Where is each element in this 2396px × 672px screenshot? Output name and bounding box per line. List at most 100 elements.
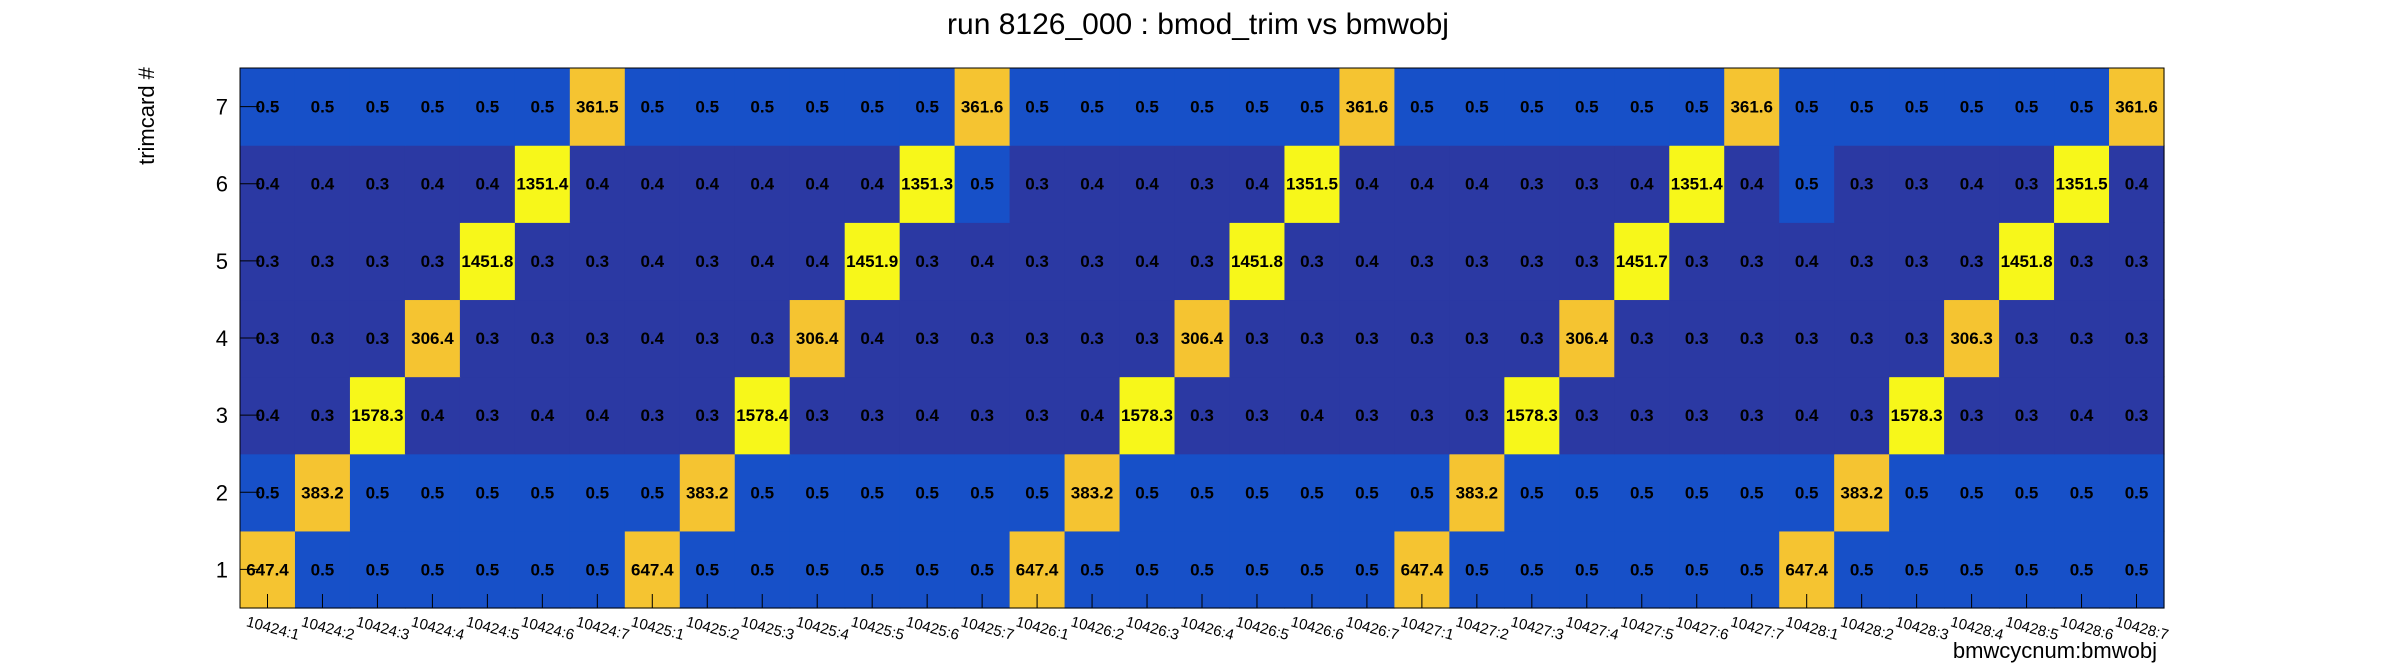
cell-value-label: 1351.3 <box>901 175 953 194</box>
cell-value-label: 0.3 <box>695 329 719 348</box>
cell-value-label: 0.5 <box>915 560 939 579</box>
cell-value-label: 0.5 <box>1575 560 1599 579</box>
cell-value-label: 0.3 <box>2125 406 2149 425</box>
cell-value-label: 0.3 <box>256 252 280 271</box>
heatmap-cell <box>1119 376 1176 455</box>
x-tick-label: 10425:3 <box>739 613 796 643</box>
heatmap-cell <box>1504 222 1560 301</box>
cell-value-label: 1451.8 <box>461 252 513 271</box>
cell-value-label: 0.5 <box>1960 98 1984 117</box>
cell-value-label: 0.3 <box>915 329 939 348</box>
cell-value-label: 0.3 <box>1520 329 1544 348</box>
x-tick-label: 10427:4 <box>1564 613 1621 643</box>
cell-value-label: 0.5 <box>1905 483 1929 502</box>
heatmap-cell <box>1559 68 1615 146</box>
cell-value-label: 0.4 <box>805 175 829 194</box>
heatmap-cell <box>349 68 406 146</box>
cell-value-label: 0.5 <box>1190 483 1214 502</box>
cell-value-label: 0.3 <box>695 252 719 271</box>
heatmap-cell <box>459 68 516 146</box>
heatmap-cell <box>734 376 791 455</box>
cell-value-label: 0.5 <box>1410 483 1434 502</box>
heatmap-cell <box>1559 299 1615 378</box>
heatmap-cell <box>514 299 571 378</box>
cell-value-label: 647.4 <box>1401 560 1444 579</box>
heatmap-cell <box>1999 145 2055 223</box>
cell-value-label: 0.3 <box>2015 175 2039 194</box>
cell-value-label: 0.3 <box>1575 406 1599 425</box>
heatmap-cell <box>1889 453 1945 532</box>
cell-value-label: 0.4 <box>1080 175 1104 194</box>
heatmap-cell <box>844 222 901 301</box>
heatmap-cell <box>624 222 681 301</box>
cell-value-label: 0.3 <box>421 252 445 271</box>
heatmap-cell <box>1284 453 1341 532</box>
cell-value-label: 383.2 <box>1840 483 1883 502</box>
x-tick-label: 10427:7 <box>1729 613 1786 643</box>
cell-value-label: 0.5 <box>366 98 390 117</box>
heatmap-cell <box>1559 376 1615 455</box>
x-tick-label: 10425:2 <box>684 613 741 643</box>
cell-value-label: 0.5 <box>585 483 609 502</box>
cell-value-label: 361.6 <box>1730 98 1773 117</box>
cell-value-label: 0.5 <box>1960 483 1984 502</box>
heatmap-cell <box>294 376 351 455</box>
cell-value-label: 0.4 <box>860 329 884 348</box>
cell-value-label: 0.5 <box>366 560 390 579</box>
cell-value-label: 0.5 <box>2015 560 2039 579</box>
cell-value-label: 0.5 <box>1465 98 1489 117</box>
heatmap-cell <box>1174 299 1231 378</box>
heatmap-cell <box>1339 145 1395 223</box>
heatmap-cell <box>734 145 791 223</box>
cell-value-label: 0.3 <box>1630 329 1654 348</box>
cell-value-label: 0.4 <box>1355 252 1379 271</box>
heatmap-cell <box>514 453 571 532</box>
cell-value-label: 0.3 <box>1575 252 1599 271</box>
heatmap-cell <box>1944 222 2000 301</box>
heatmap-cell <box>1779 145 1835 223</box>
heatmap-cell <box>569 376 626 455</box>
heatmap-cell <box>1889 222 1945 301</box>
cell-value-label: 0.3 <box>2015 329 2039 348</box>
cell-value-label: 0.3 <box>1520 175 1544 194</box>
x-tick-label: 10424:5 <box>464 613 521 643</box>
heatmap-cell <box>2054 68 2110 146</box>
cell-value-label: 0.5 <box>750 560 774 579</box>
heatmap-cell <box>1394 453 1450 532</box>
cell-value-label: 0.3 <box>1025 252 1049 271</box>
heatmap-cell <box>1064 222 1121 301</box>
y-tick-label: 1 <box>216 557 228 582</box>
cell-value-label: 0.5 <box>1080 98 1104 117</box>
x-tick-label: 10426:1 <box>1014 613 1071 643</box>
heatmap-cell <box>2109 376 2165 455</box>
heatmap-cell <box>294 145 351 223</box>
cell-value-label: 0.5 <box>1245 560 1269 579</box>
heatmap-cell <box>679 453 736 532</box>
heatmap-cell <box>1779 299 1835 378</box>
heatmap-cell <box>954 376 1011 455</box>
heatmap-cell <box>404 299 461 378</box>
cell-value-label: 0.5 <box>2070 483 2094 502</box>
heatmap-cell <box>2109 299 2165 378</box>
heatmap-cell <box>514 145 571 223</box>
heatmap-cell <box>294 453 351 532</box>
cell-value-label: 0.5 <box>695 560 719 579</box>
y-tick-label: 3 <box>216 403 228 428</box>
cell-value-label: 0.3 <box>1850 175 1874 194</box>
heatmap-cell <box>459 299 516 378</box>
cell-value-label: 0.5 <box>1300 98 1324 117</box>
cell-value-label: 0.5 <box>476 98 500 117</box>
heatmap-cell <box>1119 299 1176 378</box>
cell-value-label: 0.5 <box>256 98 280 117</box>
cell-value-label: 0.5 <box>476 560 500 579</box>
cell-value-label: 0.5 <box>2125 483 2149 502</box>
x-tick-label: 10428:1 <box>1784 613 1841 643</box>
heatmap-cell <box>1119 453 1176 532</box>
heatmap-cell <box>569 222 626 301</box>
heatmap-cell <box>404 145 461 223</box>
cell-value-label: 0.3 <box>695 406 719 425</box>
cell-value-label: 0.3 <box>1355 329 1379 348</box>
cell-value-label: 0.5 <box>421 483 445 502</box>
cell-value-label: 0.3 <box>476 406 500 425</box>
